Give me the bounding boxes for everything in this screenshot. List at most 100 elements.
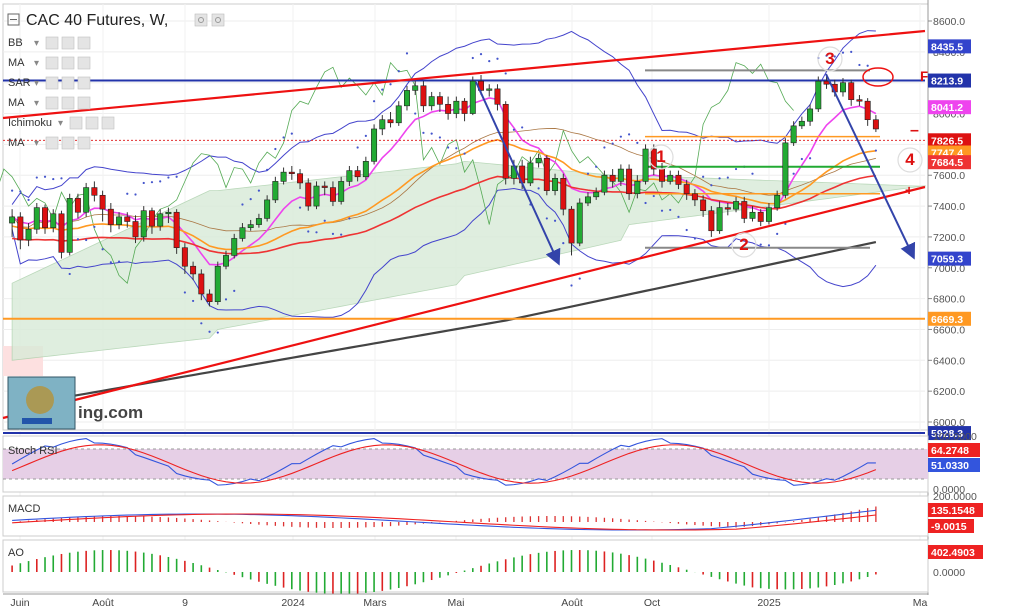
candle-body <box>741 201 748 219</box>
eye-icon[interactable] <box>45 36 59 50</box>
sar-dot <box>874 149 877 152</box>
sar-dot <box>348 217 351 220</box>
ao-value: 402.4903 <box>931 547 975 559</box>
indicator-dropdown-icon: ▾ <box>34 38 39 49</box>
sar-dot <box>677 215 680 218</box>
x-tick-label: Mars <box>363 597 386 609</box>
bollinger-upper <box>11 30 876 205</box>
settings-icon[interactable] <box>61 56 75 70</box>
candle-body <box>469 80 476 114</box>
sar-dot <box>545 217 548 220</box>
sar-dot <box>208 330 211 333</box>
price-tag <box>928 133 971 148</box>
candle-body <box>91 187 98 196</box>
candle-body <box>198 273 205 295</box>
sar-dot <box>290 132 293 135</box>
close-icon[interactable] <box>77 36 91 50</box>
candle-body <box>617 168 624 182</box>
candle-body <box>33 207 40 230</box>
candle-body <box>708 210 715 232</box>
sar-dot <box>142 181 145 185</box>
indicator-label: MA <box>8 57 25 69</box>
sar-dot <box>595 165 598 168</box>
arrow-down-2 <box>825 73 916 260</box>
candle-body <box>609 174 616 182</box>
settings-icon-glyph <box>215 17 221 23</box>
sar-dot <box>578 277 581 280</box>
eye-icon[interactable] <box>45 56 59 70</box>
settings-icon[interactable] <box>85 116 99 130</box>
close-icon[interactable] <box>101 116 115 130</box>
ao-pane <box>2 539 929 593</box>
indicator-label: Ichimoku <box>8 117 52 129</box>
candle-body <box>379 119 386 130</box>
sar-dot <box>702 175 705 178</box>
ichimoku-lagging <box>0 61 794 284</box>
settings-icon[interactable] <box>61 96 75 110</box>
sar-dot <box>504 72 507 75</box>
candle-body <box>807 108 814 122</box>
signal-value: -9.0015 <box>931 521 967 533</box>
sar-dot <box>627 133 631 136</box>
sar-dot <box>167 176 170 179</box>
candle-body <box>74 198 81 213</box>
sar-dot <box>447 146 450 149</box>
sar-dot <box>282 136 285 139</box>
price-tag-label: 7684.5 <box>931 157 963 169</box>
close-icon[interactable] <box>77 136 91 150</box>
candle-body <box>412 85 419 91</box>
ichimoku-cloud <box>11 160 926 361</box>
sar-dot <box>710 184 713 187</box>
eye-icon[interactable] <box>69 116 83 130</box>
ichimoku-base <box>11 128 876 232</box>
eye-icon[interactable] <box>45 136 59 150</box>
price-tag <box>928 311 971 326</box>
ao-value-tag <box>928 545 983 559</box>
x-tick-label: 2024 <box>281 597 305 609</box>
close-icon[interactable] <box>77 96 91 110</box>
sar-dot <box>825 54 828 57</box>
sar-dot <box>422 131 425 134</box>
candle-body <box>716 207 723 232</box>
macd-line <box>12 509 876 531</box>
y-tick-label: 7400.0 <box>933 201 965 213</box>
sar-dot <box>364 134 367 138</box>
close-icon[interactable] <box>77 56 91 70</box>
logo-figure <box>26 386 54 414</box>
settings-icon[interactable] <box>61 36 75 50</box>
sar-dot <box>488 60 491 63</box>
collapse-icon[interactable] <box>7 13 20 26</box>
candle-body <box>124 216 131 222</box>
sar-dot <box>619 135 622 138</box>
price-tag <box>928 251 971 266</box>
macd-value-tag <box>928 503 983 517</box>
close-icon[interactable] <box>77 76 91 90</box>
x-tick-label: 9 <box>182 597 188 609</box>
candle-body <box>116 216 123 225</box>
sar-dot <box>784 222 787 225</box>
candle-body <box>700 199 707 212</box>
eye-icon[interactable] <box>45 76 59 90</box>
candle-body <box>634 181 641 195</box>
candle-body <box>543 157 550 191</box>
settings-icon[interactable] <box>211 13 225 27</box>
eye-icon[interactable] <box>45 96 59 110</box>
price-tag-label: 8041.2 <box>931 102 963 114</box>
sar-dot <box>537 187 540 190</box>
sar-dot <box>52 177 55 181</box>
sar-dot <box>693 237 697 240</box>
sar-dot <box>200 322 203 325</box>
sar-dot <box>553 219 557 222</box>
chart-title: CAC 40 Futures, W, <box>26 12 168 29</box>
candle-body <box>346 170 353 182</box>
settings-icon[interactable] <box>61 136 75 150</box>
sar-dot <box>858 63 861 67</box>
sar-dot <box>611 142 614 145</box>
candle-body <box>494 88 501 105</box>
macd-label: MACD <box>8 503 40 515</box>
price-tag <box>928 39 971 54</box>
settings-icon[interactable] <box>61 76 75 90</box>
eye-icon[interactable] <box>194 13 208 27</box>
